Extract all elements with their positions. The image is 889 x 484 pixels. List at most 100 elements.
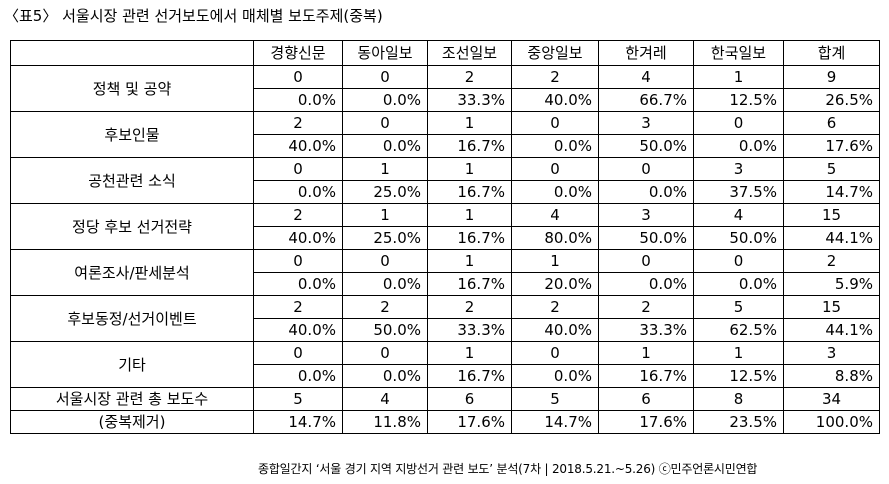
percent-cell: 0.0%: [511, 134, 599, 158]
count-cell: 1: [342, 203, 428, 227]
count-cell: 6: [598, 387, 694, 411]
count-cell: 0: [253, 249, 343, 273]
count-cell: 5: [511, 387, 599, 411]
count-cell: 2: [511, 295, 599, 319]
percent-cell: 17.6%: [427, 410, 512, 434]
percent-cell: 17.6%: [598, 410, 694, 434]
table-row: 0.0% 0.0% 33.3% 40.0% 66.7% 12.5% 26.5%: [11, 88, 880, 112]
percent-cell: 17.6%: [783, 134, 880, 158]
percent-cell: 0.0%: [342, 272, 428, 296]
percent-cell: 0.0%: [511, 364, 599, 388]
percent-cell: 66.7%: [598, 88, 694, 112]
row-category: 공천관련 소식: [10, 157, 254, 204]
table-row: 40.0% 25.0% 16.7% 80.0% 50.0% 50.0% 44.1%: [11, 226, 880, 250]
total-row: 서울시장 관련 총 보도수 5 4 6 5 6 8 34: [10, 387, 880, 411]
count-cell: 3: [783, 341, 880, 365]
count-cell: 0: [253, 157, 343, 181]
count-cell: 3: [598, 203, 694, 227]
percent-cell: 62.5%: [693, 318, 784, 342]
percent-cell: 26.5%: [783, 88, 880, 112]
count-cell: 2: [598, 295, 694, 319]
percent-cell: 0.0%: [253, 180, 343, 204]
count-cell: 15: [783, 203, 880, 227]
count-cell: 1: [598, 341, 694, 365]
count-cell: 8: [693, 387, 784, 411]
percent-cell: 8.8%: [783, 364, 880, 388]
percent-cell: 0.0%: [693, 134, 784, 158]
count-cell: 1: [427, 341, 512, 365]
count-cell: 1: [511, 249, 599, 273]
percent-cell: 0.0%: [253, 364, 343, 388]
count-cell: 0: [253, 341, 343, 365]
column-header: 합계: [783, 40, 880, 66]
percent-cell: 16.7%: [598, 364, 694, 388]
count-cell: 4: [693, 203, 784, 227]
percent-cell: 40.0%: [253, 318, 343, 342]
row-category: 정책 및 공약: [10, 65, 254, 112]
row-category: 후보인물: [10, 111, 254, 158]
percent-cell: 0.0%: [342, 88, 428, 112]
count-cell: 34: [783, 387, 880, 411]
percent-cell: 16.7%: [427, 180, 512, 204]
count-cell: 0: [342, 111, 428, 135]
percent-cell: 14.7%: [511, 410, 599, 434]
count-cell: 2: [342, 295, 428, 319]
count-cell: 3: [598, 111, 694, 135]
count-cell: 2: [253, 295, 343, 319]
percent-cell: 100.0%: [783, 410, 880, 434]
table-row: 40.0% 50.0% 33.3% 40.0% 33.3% 62.5% 44.1%: [11, 318, 880, 342]
count-cell: 1: [427, 111, 512, 135]
count-cell: 2: [427, 295, 512, 319]
count-cell: 1: [427, 249, 512, 273]
count-cell: 15: [783, 295, 880, 319]
percent-cell: 50.0%: [598, 226, 694, 250]
percent-cell: 0.0%: [253, 272, 343, 296]
row-category: 후보동정/선거이벤트: [10, 295, 254, 342]
column-header: 동아일보: [342, 40, 428, 66]
column-header: 조선일보: [427, 40, 512, 66]
percent-cell: 0.0%: [342, 364, 428, 388]
count-cell: 2: [253, 111, 343, 135]
column-header: 경향신문: [253, 40, 343, 66]
count-cell: 0: [693, 111, 784, 135]
topic-table: 경향신문 동아일보 조선일보 중앙일보 한겨레 한국일보 합계 정책 및 공약 0…: [10, 40, 880, 434]
percent-cell: 33.3%: [598, 318, 694, 342]
count-cell: 0: [598, 157, 694, 181]
percent-cell: 0.0%: [693, 272, 784, 296]
count-cell: 5: [783, 157, 880, 181]
count-cell: 4: [598, 65, 694, 89]
table-row: 후보동정/선거이벤트 2 2 2 2 2 5 15: [10, 295, 880, 342]
table-row: 정책 및 공약 0 0 2 2 4 1 9: [10, 65, 880, 112]
column-header: 한국일보: [693, 40, 784, 66]
percent-cell: 14.7%: [783, 180, 880, 204]
percent-cell: 25.0%: [342, 226, 428, 250]
count-cell: 2: [511, 65, 599, 89]
percent-cell: 44.1%: [783, 226, 880, 250]
percent-cell: 16.7%: [427, 364, 512, 388]
count-cell: 0: [511, 157, 599, 181]
percent-cell: 40.0%: [511, 88, 599, 112]
percent-cell: 11.8%: [342, 410, 428, 434]
percent-cell: 50.0%: [693, 226, 784, 250]
count-cell: 6: [783, 111, 880, 135]
percent-cell: 80.0%: [511, 226, 599, 250]
percent-cell: 0.0%: [511, 180, 599, 204]
percent-cell: 25.0%: [342, 180, 428, 204]
percent-cell: 0.0%: [598, 180, 694, 204]
count-cell: 1: [342, 157, 428, 181]
percent-cell: 37.5%: [693, 180, 784, 204]
percent-cell: 40.0%: [253, 226, 343, 250]
count-cell: 1: [427, 157, 512, 181]
row-category: 여론조사/판세분석: [10, 249, 254, 296]
table-row: 정당 후보 선거전략 2 1 1 4 3 4 15: [10, 203, 880, 250]
percent-cell: 0.0%: [598, 272, 694, 296]
table-row: 여론조사/판세분석 0 0 1 1 0 0 2: [10, 249, 880, 296]
total-row: (중복제거) 14.7% 11.8% 17.6% 14.7% 17.6% 23.5% 100.…: [10, 410, 880, 434]
percent-cell: 33.3%: [427, 318, 512, 342]
header-corner: [10, 40, 254, 66]
count-cell: 2: [427, 65, 512, 89]
percent-cell: 14.7%: [253, 410, 343, 434]
column-header: 한겨레: [598, 40, 694, 66]
percent-cell: 33.3%: [427, 88, 512, 112]
count-cell: 6: [427, 387, 512, 411]
